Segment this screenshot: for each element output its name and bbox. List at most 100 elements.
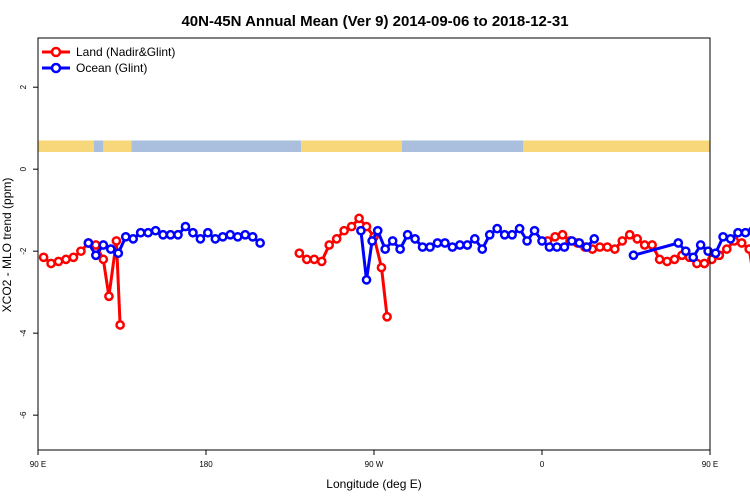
series-land-point-2-27 [744,244,750,254]
series-land-point-0-3 [61,254,71,265]
series-ocean-point-0-16 [203,227,213,238]
series-ocean-point-1-5 [387,236,398,246]
series-ocean-point-0-3 [105,244,116,254]
x-axis-label: Longitude (deg E) [326,477,421,491]
series-ocean-point-1-28 [559,242,570,252]
series-ocean-point-0-11 [165,229,176,240]
series-land-point-2-21 [699,258,710,269]
series-ocean-point-1-4 [380,244,391,254]
series-ocean-point-0-17 [210,234,221,244]
series-ocean-point-0-15 [195,234,206,244]
series-ocean-point-1-22 [514,223,525,234]
surface-band [38,140,710,152]
series-ocean-point-2-5 [703,246,713,257]
x-axis: 90 E 180 90 W 0 90 E [30,450,718,469]
series-ocean-point-0-14 [188,227,198,238]
series-ocean-point-1-0 [356,225,366,236]
series-ocean-point-1-12 [440,238,450,248]
band-segment-land-0 [38,140,94,152]
x-tick-label-1: 180 [199,460,213,469]
series-ocean-point-0-0 [83,238,94,248]
series-ocean-point-1-20 [499,229,510,240]
series-land-point-2-17 [669,254,680,265]
series-ocean-point-1-14 [455,240,465,250]
series-ocean-point-1-32 [589,234,600,244]
x-tick-label-2: 90 W [365,460,384,469]
series-ocean-point-2-8 [725,234,736,244]
series-ocean-point-2-1 [673,238,684,248]
series-ocean-point-0-6 [128,234,139,244]
series-land-point-0-9 [104,291,114,302]
legend: Land (Nadir&Glint) Ocean (Glint) [42,45,175,75]
band-segment-land-2 [103,140,132,152]
legend-ocean-marker [50,62,62,74]
series-land-point-0-5 [76,246,86,257]
series-land-point-0-8 [98,254,109,265]
series-land-point-0-4 [68,252,79,263]
series-layer [38,213,750,330]
series-land-point-1-5 [331,234,342,244]
series-ocean-point-1-7 [402,229,413,240]
series-land-point-2-10 [617,236,628,246]
series-ocean-point-0-12 [173,229,183,240]
series-land-point-0-10 [111,236,122,246]
series-ocean-point-1-24 [529,225,540,236]
series-ocean-point-2-4 [695,240,706,250]
series-ocean-point-2-2 [680,246,691,257]
series-land-point-0-0 [38,252,49,263]
series-ocean-point-1-2 [367,236,377,246]
series-ocean-point-0-22 [247,231,258,242]
series-ocean-point-1-10 [425,242,435,252]
y-tick-label-4: -6 [19,411,28,419]
series-ocean-point-1-1 [361,275,372,285]
band-segment-ocean-5 [402,140,524,152]
x-tick-label-3: 0 [540,460,545,469]
series-ocean-point-1-11 [432,238,443,248]
series-ocean-point-0-8 [143,227,153,238]
series-land-point-2-12 [632,234,643,244]
series-ocean-point-1-25 [537,236,547,246]
y-tick-label-0: 2 [19,84,28,89]
series-land-point-1-6 [339,225,349,236]
series-ocean-point-1-8 [410,234,420,244]
series-land-point-2-9 [609,244,620,254]
series-land-point-2-13 [639,240,650,250]
series-ocean-point-0-2 [98,240,109,250]
band-segment-ocean-1 [94,140,104,152]
series-ocean-point-0-21 [240,229,251,240]
series-land-point-2-8 [602,242,613,252]
band-segment-land-6 [523,140,710,152]
series-land-point-2-15 [654,254,665,265]
series-land-point-2-1 [550,231,560,242]
series-land-point-1-1 [301,254,312,265]
series-land-point-2-11 [624,229,635,240]
series-land-point-0-1 [46,258,56,269]
series-ocean-point-1-19 [492,223,503,234]
series-ocean-point-0-13 [180,221,191,232]
series-ocean-point-2-0 [628,250,639,261]
x-tick-label-4: 90 E [702,460,718,469]
series-land-point-1-4 [324,240,335,250]
series-ocean-point-2-3 [688,252,699,263]
series-ocean-point-1-17 [477,244,488,254]
series-land-point-1-2 [309,254,320,265]
y-axis-label: XCO2 - MLO trend (ppm) [0,178,14,313]
legend-land-marker [50,46,62,58]
series-ocean-point-0-5 [120,231,131,242]
series-ocean-point-0-23 [255,238,265,248]
series-land-point-2-2 [557,229,568,240]
series-ocean-point-1-26 [544,242,555,252]
chart-title: 40N-45N Annual Mean (Ver 9) 2014-09-06 t… [181,13,568,30]
series-ocean-point-1-15 [462,240,473,250]
series-ocean-point-1-21 [507,229,517,240]
series-ocean-point-1-9 [417,242,428,252]
series-ocean-point-1-29 [567,236,577,246]
y-tick-label-2: -2 [19,247,28,255]
series-ocean-point-1-23 [522,236,532,246]
legend-land-label: Land (Nadir&Glint) [76,45,175,59]
series-ocean-point-2-7 [718,231,728,242]
series-ocean-point-0-9 [150,225,161,236]
series-ocean-point-1-18 [484,229,495,240]
series-ocean-point-2-9 [733,227,743,238]
series-ocean-point-0-1 [91,250,101,261]
